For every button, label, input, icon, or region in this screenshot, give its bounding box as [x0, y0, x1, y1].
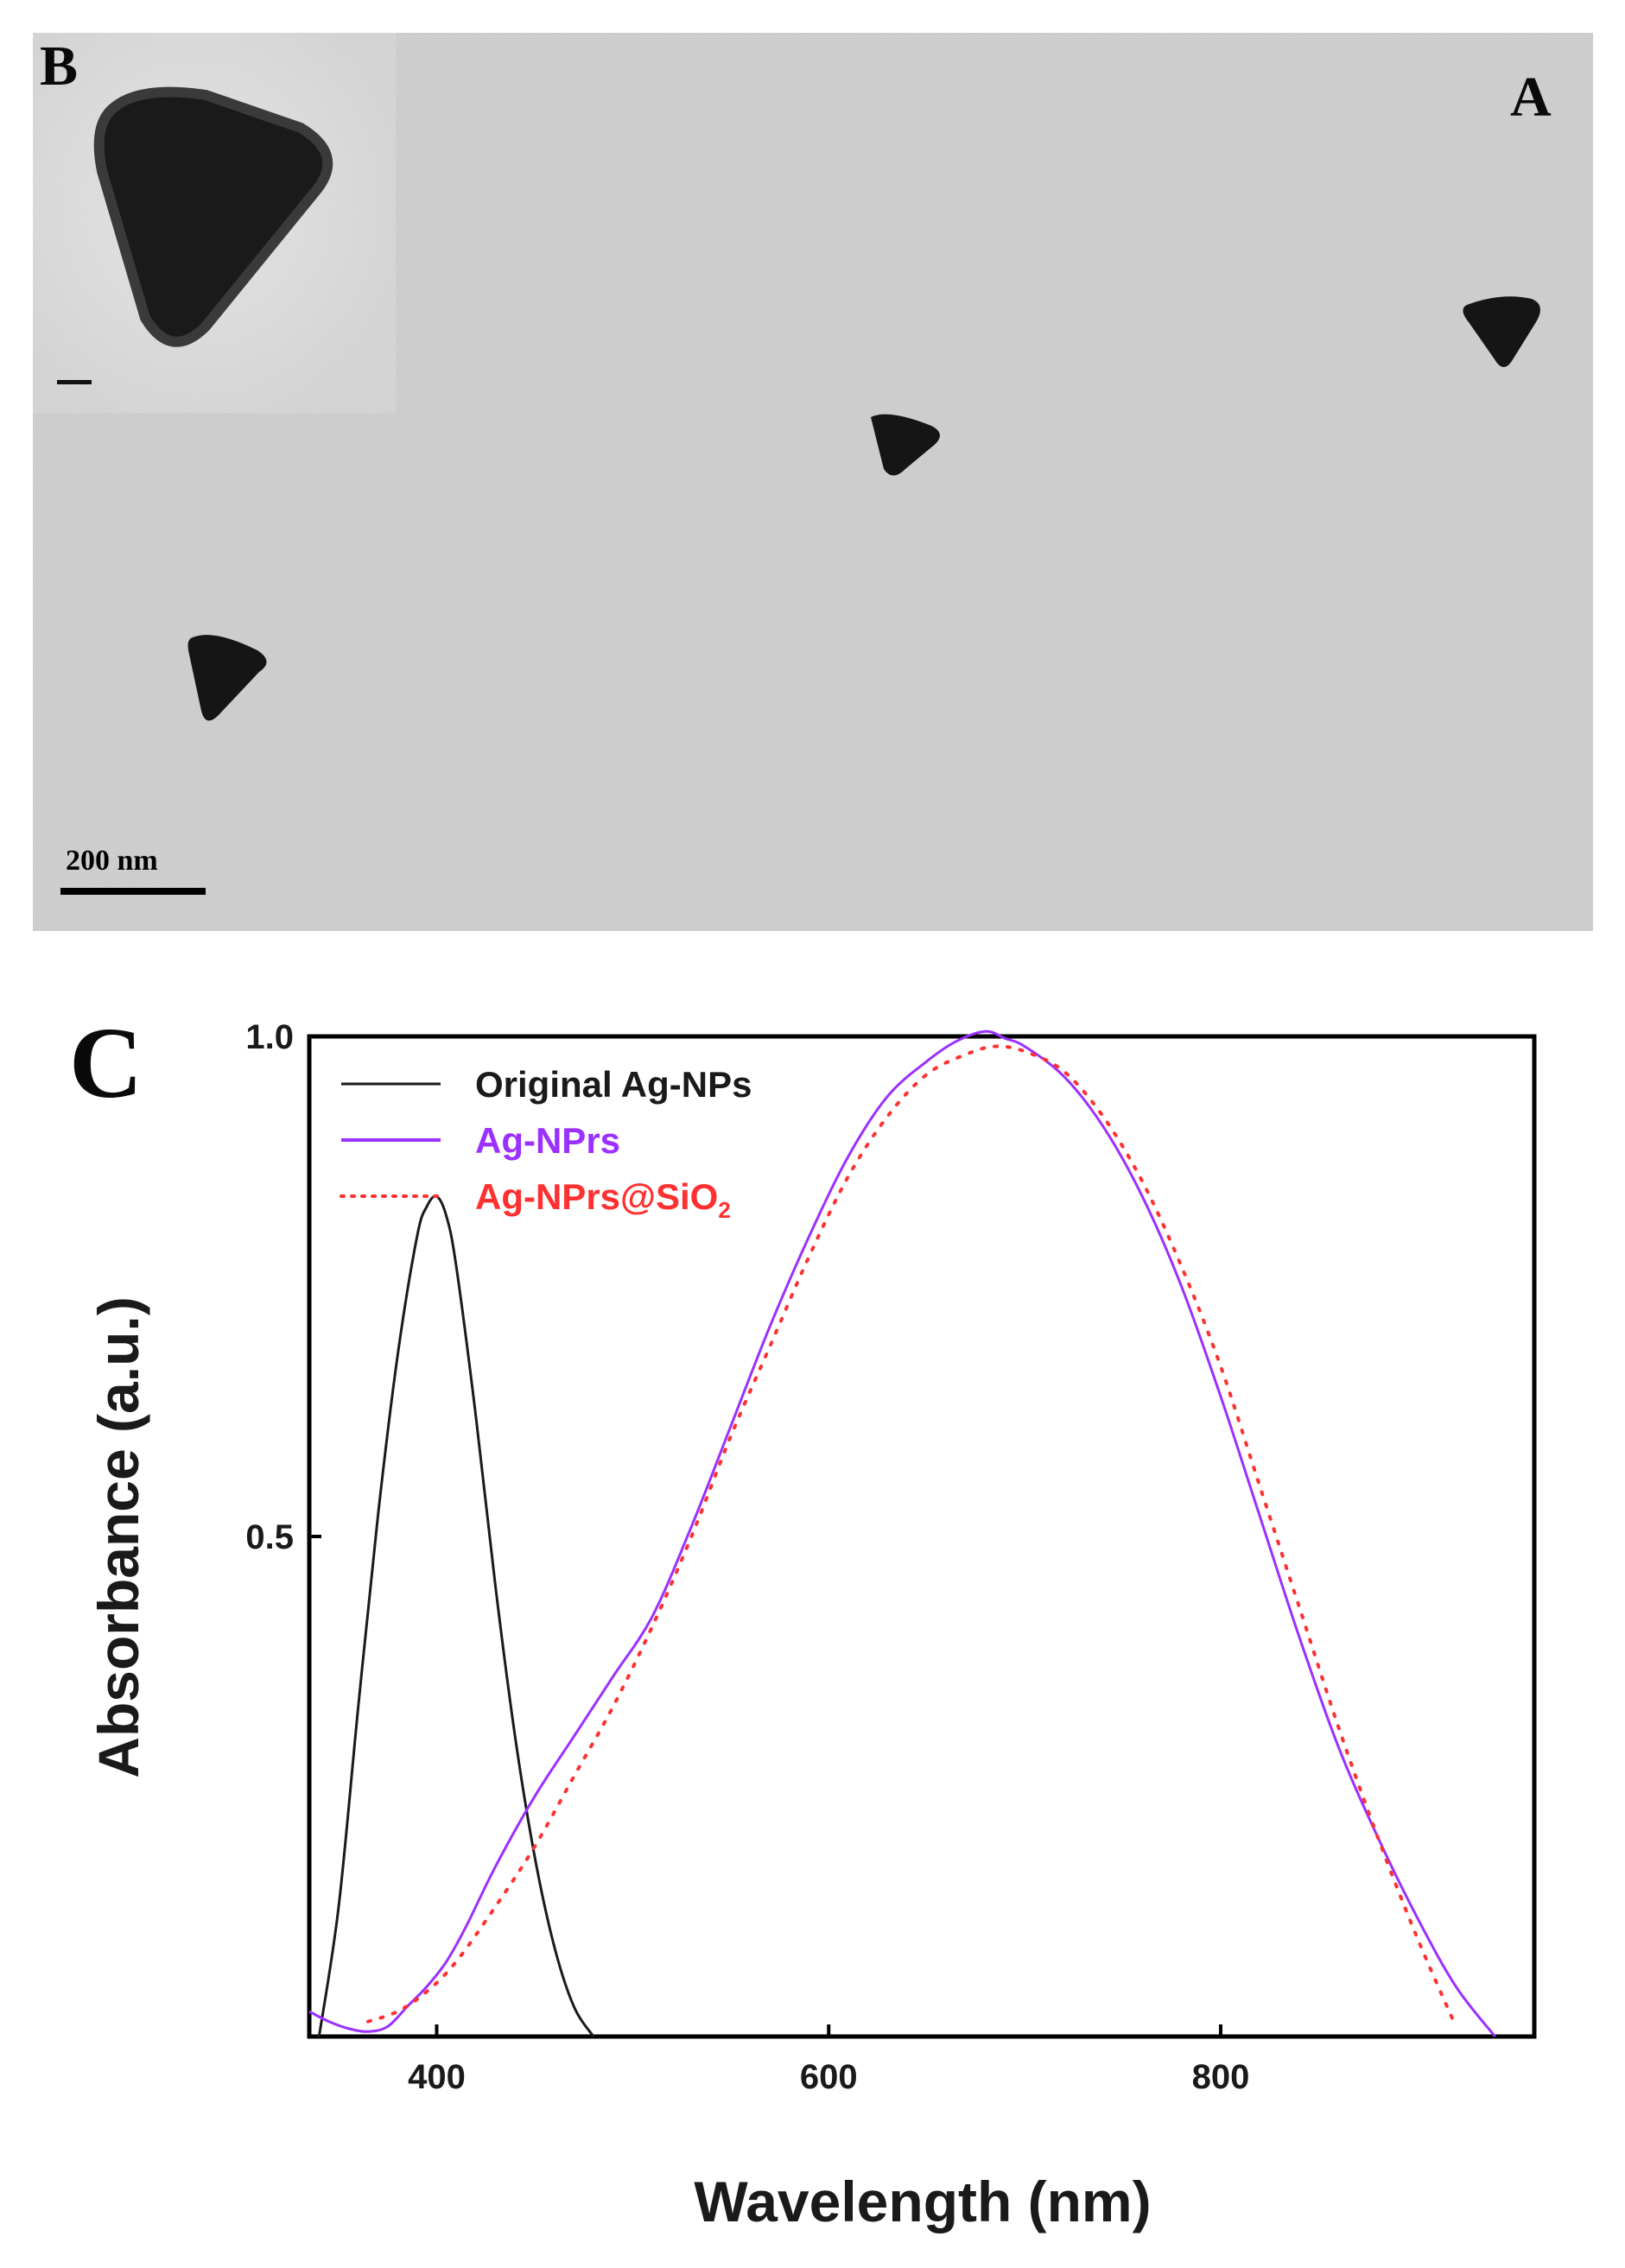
tem-image-panel: B A 200 nm [33, 33, 1593, 931]
scale-bar [60, 888, 206, 895]
x-tick-label: 600 [800, 2058, 858, 2096]
series-line-ag-nprs [308, 1029, 1496, 2037]
series-layer [308, 1029, 1496, 2037]
panel-label-a: A [1510, 66, 1552, 129]
nanoprism-right [1463, 296, 1540, 368]
series-line-original-ag-nps [317, 1194, 595, 2037]
nanoprism-left [187, 635, 267, 721]
tem-micrograph [33, 33, 1593, 931]
x-axis-title: Wavelength (nm) [694, 2170, 1151, 2233]
scale-bar-label: 200 nm [66, 845, 158, 877]
panel-label-b: B [40, 35, 79, 98]
nanoprism-middle [871, 414, 940, 476]
y-axis-title: Absorbance (a.u.) [86, 1296, 150, 1777]
inset-nanoprism [93, 86, 333, 347]
legend-label-ag-nprs-sio2: Ag-NPrs@SiO2 [475, 1176, 731, 1223]
y-tick-label: 1.0 [245, 1018, 294, 1056]
legend-label-original-ag-nps: Original Ag-NPs [475, 1064, 752, 1105]
panel-label-c: C [69, 1006, 143, 1119]
absorbance-chart: C 400 600 800 0.5 1.0 Original Ag-NPs Ag-NPr… [69, 1006, 1537, 2233]
legend-label-ag-nprs: Ag-NPrs [475, 1120, 620, 1161]
y-tick-label: 0.5 [245, 1518, 294, 1556]
inset-scale-bar [57, 380, 92, 384]
series-line-ag-nprs-sio [366, 1044, 1458, 2029]
x-tick-label: 400 [408, 2058, 466, 2096]
legend: Original Ag-NPs Ag-NPrs Ag-NPrs@SiO2 [340, 1064, 752, 1223]
x-tick-label: 800 [1192, 2058, 1250, 2096]
axis-ticks: 400 600 800 0.5 1.0 [245, 1018, 1249, 2096]
